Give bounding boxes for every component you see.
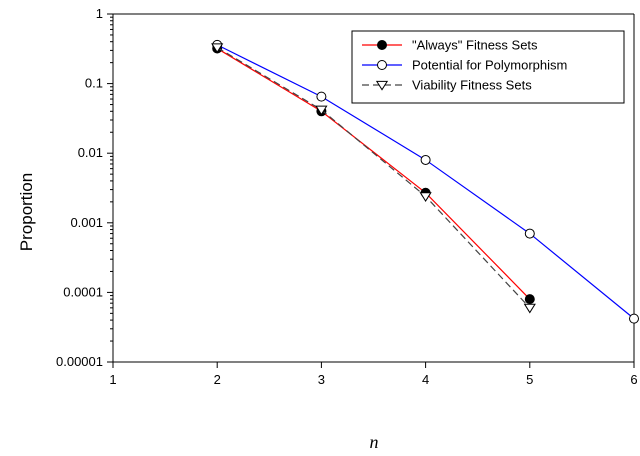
data-point: [629, 313, 639, 324]
x-tick-label: 2: [214, 372, 221, 387]
x-tick-label: 6: [630, 372, 637, 387]
y-tick-label: 1: [96, 6, 103, 21]
data-point: [316, 91, 327, 102]
y-tick-label: 0.01: [78, 145, 103, 160]
legend-label: Potential for Polymorphism: [412, 58, 567, 73]
legend-entry-always: "Always" Fitness Sets: [362, 38, 538, 53]
axes: 1 2 3 4 5 6 1 0.1 0.01 0.001 0.0001 0.00001: [56, 6, 638, 387]
data-point: [524, 294, 535, 305]
x-tick-label: 1: [109, 372, 116, 387]
series-layer: [211, 39, 639, 324]
data-point: [419, 192, 432, 202]
legend-label: "Always" Fitness Sets: [412, 38, 538, 53]
y-tick-label: 0.00001: [56, 354, 103, 369]
legend-swatch-marker: [375, 80, 389, 91]
x-axis-title: n: [370, 432, 379, 452]
series-viability-fitness-sets: [211, 43, 536, 314]
y-tick-label: 0.001: [70, 215, 103, 230]
series-line: [216, 47, 531, 300]
legend-entry-viability: Viability Fitness Sets: [362, 78, 532, 93]
legend-box: [351, 30, 625, 104]
y-tick-label: 0.0001: [63, 284, 103, 299]
legend-swatch-marker: [377, 60, 387, 70]
legend: "Always" Fitness Sets Potential for Polym…: [351, 30, 625, 104]
y-axis-title: Proportion: [17, 173, 36, 251]
data-point: [211, 43, 224, 54]
data-point: [315, 105, 328, 116]
legend-entry-polymorphism: Potential for Polymorphism: [362, 58, 567, 73]
x-tick-label: 5: [526, 372, 533, 387]
x-tick-label: 4: [422, 372, 429, 387]
y-tick-label: 0.1: [85, 76, 103, 91]
data-point: [524, 228, 535, 239]
legend-label: Viability Fitness Sets: [412, 78, 532, 93]
series-line: [216, 46, 531, 309]
x-tick-label: 3: [318, 372, 325, 387]
data-point: [523, 303, 536, 314]
legend-swatch-marker: [377, 40, 387, 50]
data-point: [420, 154, 431, 165]
